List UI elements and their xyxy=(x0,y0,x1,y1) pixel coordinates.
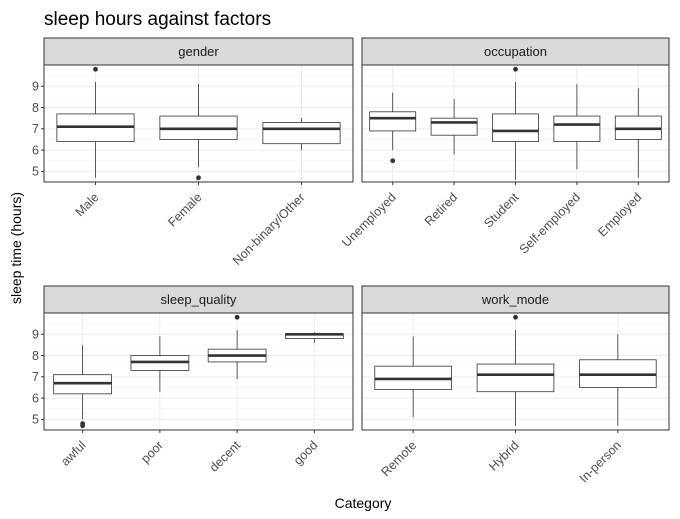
x-tick-label: Non-binary/Other xyxy=(230,190,308,268)
y-tick-label: 7 xyxy=(32,370,39,384)
box-retired xyxy=(430,99,478,155)
box-iqr xyxy=(430,117,478,136)
box-in-person xyxy=(579,334,657,426)
x-tick-label: Self-employed xyxy=(517,190,583,256)
box-female xyxy=(159,84,238,181)
facet-panels: gender Male Female Non-binary/Other 5 6 7 8 9 occ… xyxy=(32,37,670,485)
chart-title: sleep hours against factors xyxy=(44,9,271,30)
outlier-point xyxy=(513,314,518,320)
x-tick-label: good xyxy=(291,438,321,468)
outlier-point xyxy=(93,66,98,72)
y-tick-label: 8 xyxy=(32,349,39,363)
y-axis-title: sleep time (hours) xyxy=(8,192,24,304)
box-male xyxy=(56,66,135,178)
x-tick-label: awful xyxy=(58,438,89,469)
box-remote xyxy=(374,336,452,418)
outlier-point xyxy=(234,314,240,320)
outlier-point xyxy=(80,423,86,429)
facet-strip-label: work_mode xyxy=(481,292,549,307)
box-non-binary-other xyxy=(262,118,341,151)
x-tick-label: Unemployed xyxy=(339,190,399,250)
x-tick-label: Hybrid xyxy=(486,438,521,473)
box-self-employed xyxy=(553,84,601,170)
facet-occupation: occupation Unemployed Retired StudentSelf-e… xyxy=(339,37,670,257)
facet-gender: gender Male Female Non-binary/Other 5 6 7 8 9 xyxy=(32,37,354,268)
facet-work_mode: work_mode Remote Hybrid In-person xyxy=(361,285,670,485)
y-tick-label: 5 xyxy=(32,165,39,179)
y-tick-label: 9 xyxy=(32,328,39,342)
box-iqr xyxy=(492,113,539,142)
x-tick-label: poor xyxy=(138,438,166,466)
facet-strip-label: occupation xyxy=(484,44,547,59)
x-tick-label: Male xyxy=(73,190,102,219)
box-iqr xyxy=(369,111,417,132)
y-tick-label: 6 xyxy=(32,391,39,405)
x-tick-label: In-person xyxy=(577,438,624,485)
box-employed xyxy=(614,88,662,178)
facet-strip-label: gender xyxy=(178,44,219,59)
facet-strip xyxy=(361,37,670,66)
y-tick-label: 6 xyxy=(32,143,39,157)
outlier-point xyxy=(196,175,201,181)
panel-border xyxy=(43,312,354,431)
box-good xyxy=(285,332,344,343)
x-tick-label: Employed xyxy=(595,190,644,239)
x-axis-title: Category xyxy=(335,495,392,511)
y-tick-label: 7 xyxy=(32,122,39,136)
facet-strip-label: sleep_quality xyxy=(161,292,237,307)
outlier-point xyxy=(390,158,396,164)
x-tick-label: Student xyxy=(481,190,522,231)
box-iqr xyxy=(262,122,341,145)
box-iqr xyxy=(553,115,601,142)
x-tick-label: Remote xyxy=(378,438,419,479)
box-student xyxy=(492,66,539,180)
box-poor xyxy=(130,336,190,392)
x-tick-label: Female xyxy=(165,190,204,229)
y-tick-label: 8 xyxy=(32,101,39,115)
y-tick-label: 9 xyxy=(32,80,39,94)
outlier-point xyxy=(513,66,518,72)
box-hybrid xyxy=(476,314,555,426)
facet-strip xyxy=(43,37,354,66)
box-awful xyxy=(53,344,112,429)
x-tick-label: Retired xyxy=(422,190,460,228)
x-tick-label: decent xyxy=(207,438,244,475)
y-tick-label: 5 xyxy=(32,413,39,427)
box-iqr xyxy=(476,363,555,393)
box-unemployed xyxy=(369,92,417,164)
facet-strip xyxy=(361,285,670,314)
box-decent xyxy=(207,314,267,379)
